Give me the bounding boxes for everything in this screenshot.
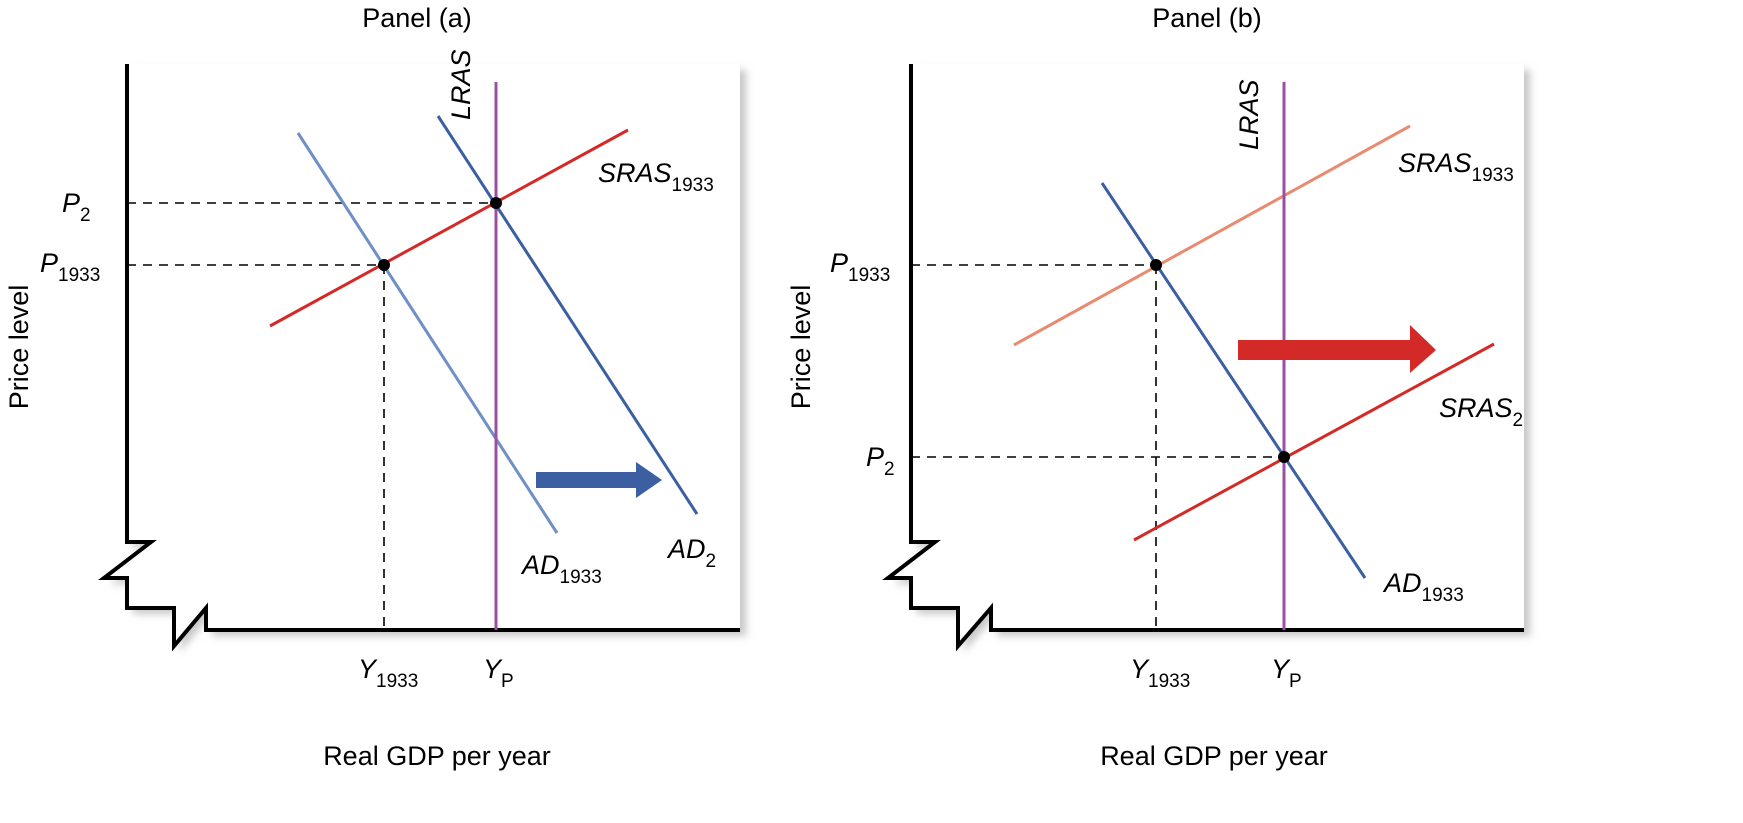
panel-a-point-initial <box>378 259 390 271</box>
panel-a-ad2-line <box>436 115 699 515</box>
panel-a-yp-label: YP <box>483 654 514 692</box>
panel-a-title: Panel (a) <box>362 3 472 33</box>
panel-a-x-axis-title: Real GDP per year <box>323 741 551 771</box>
panel-a-lras-label: LRAS <box>446 49 476 120</box>
panel-a-p1933-label: P1933 <box>40 248 100 286</box>
arrow-right-icon <box>1238 325 1436 373</box>
panel-b-yp-label: YP <box>1271 654 1302 692</box>
panel-a-y1933-label: Y1933 <box>358 654 418 692</box>
panel-a-p2-label: P2 <box>62 188 91 226</box>
panel-a-sras1933-line <box>269 128 629 328</box>
arrow-right-icon <box>536 462 662 498</box>
panel-a-ad2-label: AD2 <box>666 534 716 572</box>
panel-a: Panel (a) LRAS SRAS1933 AD1933 AD2 P2 P1… <box>4 3 740 771</box>
panel-a-sras-label: SRAS1933 <box>598 158 714 196</box>
panel-b-guide-lines <box>911 264 1284 630</box>
panel-a-ad1933-line <box>296 132 559 534</box>
panel-b-sras2-line <box>1133 342 1495 542</box>
panel-b: Panel (b) LRAS SRAS1933 SRAS2 AD1933 P19… <box>786 3 1524 771</box>
panel-b-lras-label: LRAS <box>1234 79 1264 150</box>
panel-b-x-axis-title: Real GDP per year <box>1100 741 1328 771</box>
panel-b-point-initial <box>1150 259 1162 271</box>
panel-a-point-new <box>490 197 502 209</box>
panel-b-title: Panel (b) <box>1152 3 1262 33</box>
panel-b-p1933-label: P1933 <box>830 248 890 286</box>
panel-b-ad1933-line <box>1100 182 1367 579</box>
panel-a-frame <box>104 64 740 646</box>
panel-b-p2-label: P2 <box>866 442 895 480</box>
panel-a-guide-lines <box>127 202 496 630</box>
panel-b-axes <box>882 64 1524 652</box>
panel-b-frame <box>888 64 1524 646</box>
panel-a-y-axis-title: Price level <box>4 285 34 410</box>
panel-a-ad1933-label: AD1933 <box>520 550 602 588</box>
panel-b-sras2-label: SRAS2 <box>1439 393 1523 431</box>
panel-b-y1933-label: Y1933 <box>1130 654 1190 692</box>
panel-b-sras1933-label: SRAS1933 <box>1398 148 1514 186</box>
panel-b-y-axis-title: Price level <box>786 285 816 410</box>
panel-b-point-new <box>1278 451 1290 463</box>
panel-b-ad1933-label: AD1933 <box>1382 568 1464 606</box>
panel-a-axes <box>98 64 740 652</box>
panel-b-sras1933-line <box>1013 124 1411 347</box>
